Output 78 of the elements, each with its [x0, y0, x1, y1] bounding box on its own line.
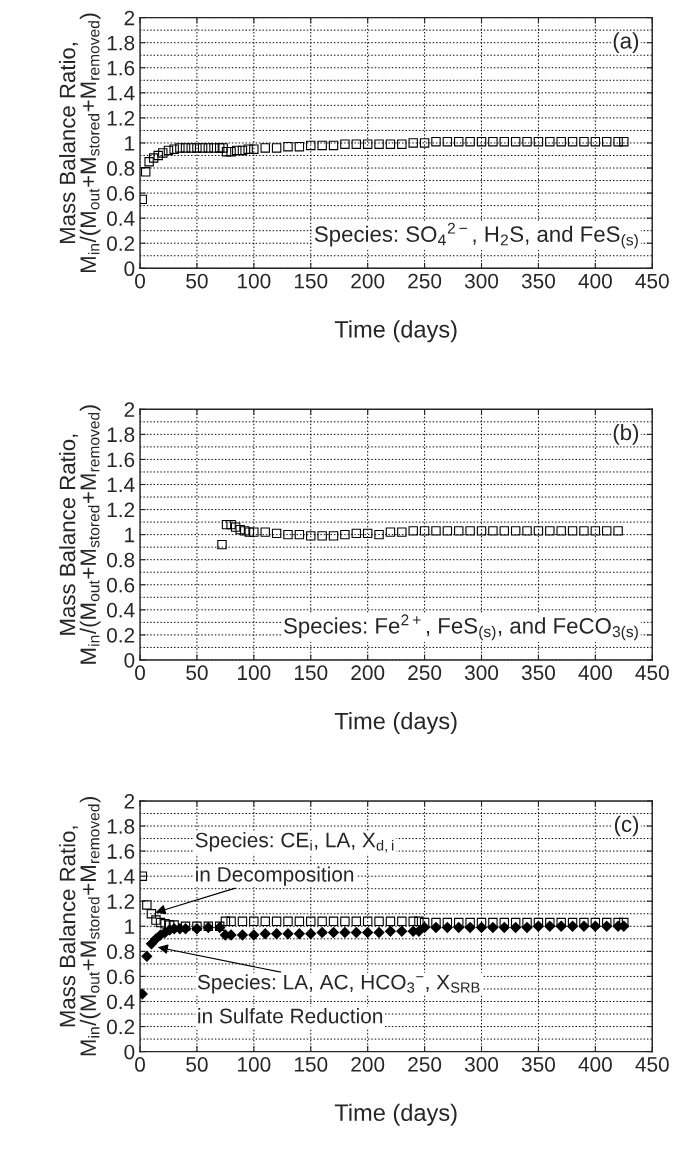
x-tick-label: 450	[635, 665, 669, 681]
y-tick-label: 2	[124, 793, 135, 809]
y-tick-label: 1.2	[107, 110, 135, 126]
x-tick-label: 150	[294, 1057, 328, 1072]
x-tick-label: 100	[238, 665, 271, 681]
x-tick-label: 350	[521, 273, 555, 289]
y-tick-label: 1.4	[107, 477, 135, 493]
x-axis-title: Time (days)	[334, 712, 457, 735]
x-tick-label: 250	[408, 665, 442, 681]
y-tick-label: 2	[124, 402, 135, 417]
y-tick-label: 1	[125, 919, 135, 934]
y-tick-label: 1	[125, 136, 135, 151]
x-tick-label: 200	[351, 273, 385, 289]
x-tick-label: 150	[294, 273, 328, 289]
x-tick-label: 0	[135, 665, 145, 681]
x-tick-label: 0	[135, 273, 145, 289]
x-tick-label: 350	[521, 665, 555, 681]
x-tick-label: 50	[186, 1057, 208, 1072]
x-tick-label: 400	[578, 1057, 612, 1072]
y-tick-label: 0.6	[107, 969, 135, 985]
annotation: in Sulfate Reduction	[198, 1008, 383, 1024]
y-tick-label: 0.4	[107, 994, 135, 1010]
y-tick-label: 1.2	[107, 894, 135, 909]
y-tick-label: 0.4	[107, 211, 135, 226]
x-tick-label: 300	[464, 273, 499, 289]
x-tick-label: 300	[464, 665, 499, 681]
y-tick-label: 0.2	[107, 627, 135, 643]
text: Mass Balance Ratio, M$_{in}$/(M$_{out}$+M$_{stored}$+M$_{removed}$)	[59, 13, 101, 273]
x-tick-label: 100	[238, 273, 271, 289]
y-tick-label: 0	[124, 1044, 135, 1060]
y-tick-label: 2	[124, 10, 135, 26]
y-tick-label: 1.2	[107, 502, 135, 518]
y-tick-label: 0.4	[107, 602, 135, 618]
x-tick-label: 350	[521, 1057, 555, 1072]
y-tick-label: 0.2	[107, 236, 135, 251]
y-tick-label: 0.2	[107, 1019, 135, 1035]
x-tick-label: 0	[135, 1057, 145, 1072]
x-tick-label: 150	[294, 665, 328, 681]
y-tick-label: 1	[125, 527, 135, 543]
annotation: (b)	[613, 424, 639, 445]
x-tick-label: 250	[408, 1057, 442, 1072]
x-axis-title: Time (days)	[334, 320, 457, 343]
y-tick-label: 1.8	[107, 35, 135, 51]
x-tick-label: 100	[238, 1057, 271, 1072]
text: Mass Balance Ratio, M$_{in}$/(M$_{out}$+M$_{stored}$+M$_{removed}$)	[59, 405, 101, 664]
y-tick-label: 1.8	[107, 819, 135, 834]
y-tick-label: 0	[124, 261, 135, 277]
x-tick-label: 200	[351, 1057, 385, 1072]
annotation: Species: CE$_{i}$, LA, X$_{d,i}$	[195, 832, 394, 853]
x-tick-label: 250	[408, 273, 442, 289]
y-tick-label: 0	[124, 652, 135, 668]
x-tick-label: 50	[186, 273, 208, 289]
x-tick-label: 200	[351, 665, 385, 681]
y-tick-label: 1.6	[107, 452, 135, 468]
x-tick-label: 450	[635, 1057, 669, 1072]
y-tick-label: 1.4	[107, 86, 135, 101]
annotation: Species: SO$_{4}$$^{2−}$, H$_{2}$S, and FeS$_{(s)}$	[314, 222, 638, 249]
y-tick-label: 0.8	[107, 552, 135, 568]
annotation: (c)	[614, 815, 639, 837]
annotation: Species: Fe$^{2+}$, FeS$_{(s)}$, and FeCO$_{3(s)}$	[284, 614, 638, 641]
x-tick-label: 50	[186, 665, 208, 681]
y-tick-label: 0.6	[107, 186, 135, 201]
x-tick-label: 450	[635, 273, 669, 289]
annotation: (a)	[613, 32, 639, 54]
x-tick-label: 400	[578, 665, 612, 681]
annotation: Species: LA, AC, HCO$_{3}$$^{−}$, X$_{SRB}$	[197, 974, 480, 994]
y-tick-label: 1.4	[107, 869, 135, 884]
y-tick-label: 0.6	[107, 577, 135, 593]
y-tick-label: 0.8	[107, 161, 135, 176]
y-tick-label: 1.8	[107, 427, 135, 443]
annotation: in Decomposition	[196, 866, 354, 886]
x-tick-label: 400	[578, 273, 612, 289]
y-tick-label: 0.8	[107, 944, 135, 960]
text: Mass Balance Ratio, M$_{in}$/(M$_{out}$+M$_{stored}$+M$_{removed}$)	[59, 796, 101, 1056]
x-tick-label: 300	[464, 1057, 499, 1072]
y-tick-label: 1.6	[107, 844, 135, 859]
x-axis-title: Time (days)	[334, 1103, 457, 1126]
y-tick-label: 1.6	[107, 60, 135, 76]
